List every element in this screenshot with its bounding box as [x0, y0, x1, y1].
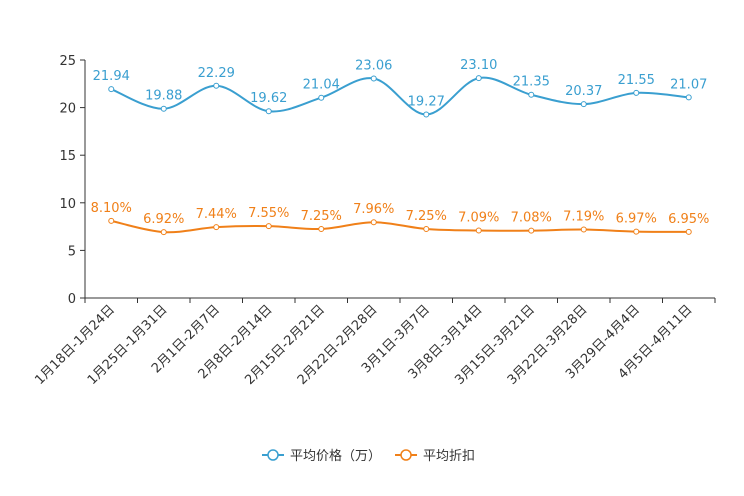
data-point	[370, 219, 377, 226]
data-label: 7.25%	[406, 209, 447, 224]
data-point	[528, 227, 535, 234]
data-label: 21.35	[513, 75, 550, 90]
data-point	[528, 91, 535, 98]
legend-label: 平均价格（万）	[290, 448, 381, 464]
data-point	[423, 111, 430, 118]
data-point	[265, 223, 272, 230]
data-point	[318, 225, 325, 232]
data-label: 6.97%	[616, 212, 657, 227]
data-point	[318, 94, 325, 101]
data-point	[108, 217, 115, 224]
data-label: 21.94	[93, 69, 130, 84]
data-label: 7.09%	[458, 211, 499, 226]
data-point	[633, 89, 640, 96]
data-label: 7.55%	[248, 206, 289, 221]
y-tick-label: 10	[59, 197, 76, 212]
series-line-2	[111, 219, 689, 234]
data-label: 7.08%	[511, 211, 552, 226]
data-point	[475, 227, 482, 234]
legend[interactable]: 平均价格（万） 平均折扣	[262, 448, 475, 464]
data-label: 8.10%	[91, 201, 132, 216]
data-label: 19.27	[408, 95, 445, 110]
data-label: 19.62	[250, 91, 287, 106]
data-point	[213, 82, 220, 89]
data-label: 23.10	[460, 58, 497, 73]
data-label: 19.88	[145, 89, 182, 104]
y-tick-label: 5	[68, 244, 76, 259]
data-label: 21.55	[618, 73, 655, 88]
y-tick-label: 20	[59, 102, 76, 117]
data-point	[580, 101, 587, 108]
data-label: 23.06	[355, 58, 392, 73]
data-point	[108, 86, 115, 93]
data-point	[265, 108, 272, 115]
data-points	[108, 75, 692, 236]
data-point	[580, 226, 587, 233]
data-point	[685, 94, 692, 101]
data-label: 7.44%	[196, 207, 237, 222]
data-point	[213, 224, 220, 231]
data-labels: 21.94 19.88 22.29 19.62 21.04 23.06 19.27 23.10…	[91, 58, 710, 227]
legend-item-2[interactable]: 平均折扣	[395, 449, 475, 464]
legend-marker-icon	[267, 449, 279, 461]
data-label: 6.92%	[143, 212, 184, 227]
data-label: 7.25%	[301, 209, 342, 224]
legend-marker-icon	[400, 449, 412, 461]
data-label: 21.07	[670, 77, 707, 92]
y-tick-label: 15	[59, 149, 76, 164]
data-point	[160, 229, 167, 236]
data-point	[475, 75, 482, 82]
y-tick-label: 0	[68, 292, 76, 307]
data-label: 7.96%	[353, 202, 394, 217]
data-label: 21.04	[303, 78, 340, 93]
data-label: 22.29	[198, 66, 235, 81]
legend-item-1[interactable]: 平均价格（万）	[262, 448, 381, 464]
legend-label: 平均折扣	[423, 449, 475, 464]
y-tick-label: 25	[59, 54, 76, 69]
data-label: 6.95%	[668, 212, 709, 227]
data-point	[370, 75, 377, 82]
data-point	[633, 228, 640, 235]
data-label: 20.37	[565, 84, 602, 99]
data-point	[423, 225, 430, 232]
data-label: 7.19%	[563, 210, 604, 225]
data-point	[685, 228, 692, 235]
data-point	[160, 105, 167, 112]
